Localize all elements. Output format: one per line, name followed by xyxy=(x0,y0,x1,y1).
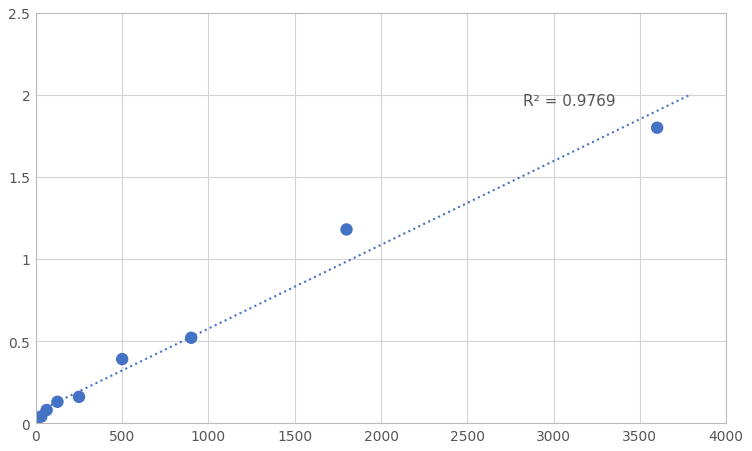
Point xyxy=(341,226,353,234)
Point xyxy=(41,406,53,414)
Point xyxy=(116,356,128,363)
Point xyxy=(30,419,42,427)
Point xyxy=(651,125,663,132)
Point xyxy=(51,398,63,405)
Point xyxy=(35,413,47,420)
Point xyxy=(73,393,85,400)
Text: R² = 0.9769: R² = 0.9769 xyxy=(523,94,615,109)
Point xyxy=(185,334,197,341)
